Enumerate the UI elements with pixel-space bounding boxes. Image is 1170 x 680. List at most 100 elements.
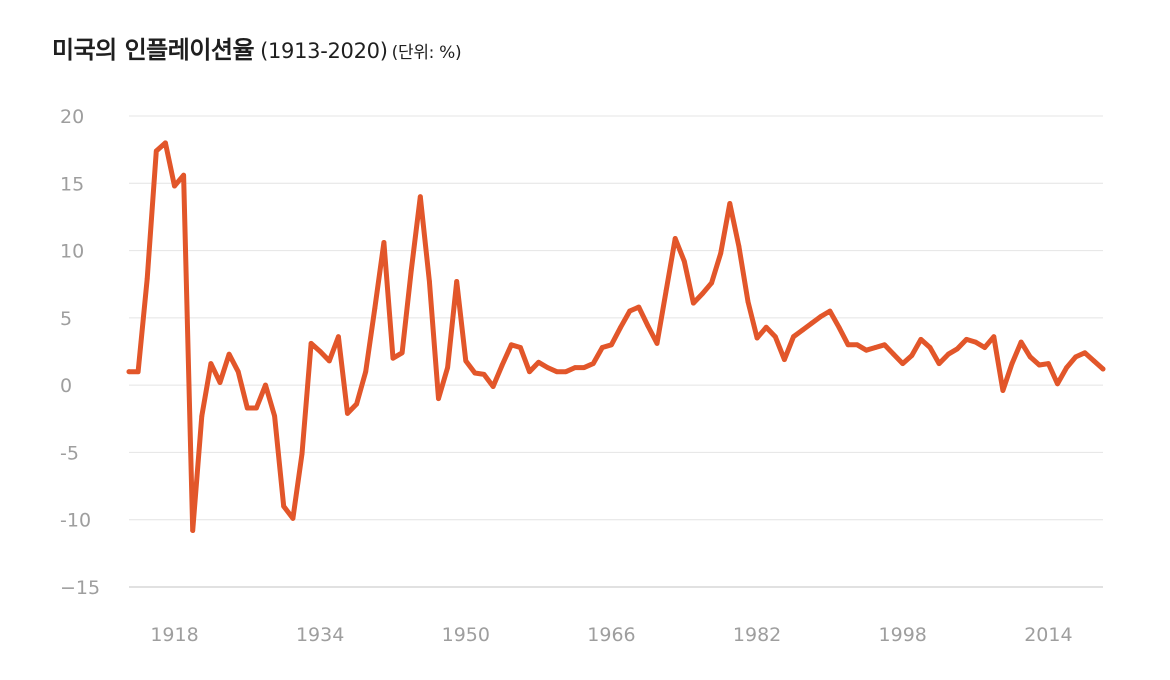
y-tick-label: -5 <box>60 442 79 464</box>
data-point-1987 <box>800 327 805 333</box>
data-point-2018 <box>1082 350 1088 356</box>
chart-title-main: 미국의 인플레이션율 <box>52 36 255 64</box>
data-point-2004 <box>955 346 960 352</box>
data-point-1995 <box>873 345 878 350</box>
data-point-1997 <box>891 351 896 357</box>
data-point-1967 <box>618 324 623 330</box>
data-point-1977 <box>709 280 714 286</box>
data-point-1959 <box>545 365 551 370</box>
data-point-2002 <box>936 361 942 366</box>
data-point-1991 <box>836 324 842 330</box>
data-point-1935 <box>326 358 332 364</box>
data-point-2014 <box>1046 361 1051 366</box>
data-point-2015 <box>1055 381 1060 387</box>
x-tick-label: 1950 <box>442 624 490 646</box>
data-point-1994 <box>863 347 869 353</box>
data-point-1962 <box>572 365 578 370</box>
x-tick-label: 1982 <box>733 624 781 646</box>
data-point-1945 <box>417 194 423 200</box>
chart-title-years: (1913-2020) <box>260 39 388 63</box>
data-point-1954 <box>499 362 505 368</box>
data-point-1918 <box>172 183 177 189</box>
data-point-1970 <box>645 323 651 329</box>
data-point-1984 <box>772 334 778 340</box>
y-tick-label: −15 <box>60 577 100 599</box>
data-point-1973 <box>672 236 678 241</box>
inflation-series-line <box>126 140 1106 533</box>
y-tick-label: 10 <box>60 241 84 263</box>
data-point-1996 <box>882 342 887 348</box>
data-point-1914 <box>135 369 141 375</box>
data-point-1982 <box>754 335 760 341</box>
data-point-1980 <box>736 244 742 249</box>
data-point-1976 <box>700 291 705 296</box>
x-tick-label: 1966 <box>587 624 635 646</box>
data-point-1930 <box>281 503 287 509</box>
chart-title: 미국의 인플레이션율 (1913-2020) (단위: %) <box>52 36 462 64</box>
data-point-1944 <box>408 268 414 274</box>
data-point-1915 <box>144 276 150 282</box>
data-point-1917 <box>163 140 168 146</box>
data-point-1921 <box>199 413 205 419</box>
data-point-2010 <box>1009 361 1015 366</box>
data-point-1972 <box>663 288 669 294</box>
data-point-1975 <box>691 300 696 306</box>
data-point-2017 <box>1073 354 1079 360</box>
data-point-1940 <box>372 306 378 311</box>
data-point-1955 <box>508 342 514 348</box>
data-point-2020 <box>1100 366 1106 372</box>
series-layer <box>126 140 1106 533</box>
data-point-2001 <box>927 345 933 350</box>
data-point-2008 <box>991 334 997 340</box>
data-point-1968 <box>627 308 633 314</box>
data-point-1932 <box>299 451 305 457</box>
data-point-1998 <box>900 361 906 366</box>
data-point-1986 <box>791 334 796 340</box>
data-point-1916 <box>153 148 159 154</box>
x-tick-label: 2014 <box>1024 624 1072 646</box>
data-point-1965 <box>599 345 605 350</box>
data-point-1950 <box>463 358 469 364</box>
data-point-1989 <box>818 314 824 319</box>
data-point-1919 <box>181 172 187 178</box>
data-point-1948 <box>445 365 450 370</box>
chart-unit-label: (단위: %) <box>391 43 462 63</box>
y-tick-label: 5 <box>60 308 72 330</box>
data-point-2000 <box>918 337 924 342</box>
data-point-1979 <box>727 201 733 206</box>
data-point-1988 <box>809 320 815 326</box>
data-point-2005 <box>964 337 969 342</box>
data-point-1927 <box>254 405 259 411</box>
data-point-1943 <box>399 350 405 356</box>
data-point-1952 <box>481 372 487 377</box>
data-point-2016 <box>1064 365 1069 370</box>
y-tick-label: 20 <box>60 106 84 128</box>
data-point-1983 <box>763 324 769 330</box>
data-point-1974 <box>681 258 687 264</box>
data-point-1926 <box>244 405 250 411</box>
y-tick-label: 0 <box>60 375 72 397</box>
data-point-1985 <box>782 357 787 362</box>
data-point-1936 <box>336 334 341 340</box>
data-point-1947 <box>436 396 441 401</box>
data-point-1929 <box>272 413 277 419</box>
data-point-1999 <box>909 353 915 358</box>
data-point-1931 <box>290 516 296 521</box>
data-point-1993 <box>854 342 860 348</box>
data-point-1956 <box>518 345 523 350</box>
data-point-1978 <box>718 250 724 256</box>
data-point-1938 <box>354 401 359 407</box>
data-point-1933 <box>308 341 314 346</box>
data-point-1934 <box>317 349 323 354</box>
data-point-2012 <box>1027 354 1033 360</box>
data-point-1981 <box>745 299 751 305</box>
data-point-1971 <box>654 341 660 346</box>
data-point-1961 <box>563 369 569 375</box>
data-point-1942 <box>390 355 396 361</box>
y-axis-ticks: 20 15 10 5 0 -5 -10 −15 <box>60 106 100 599</box>
data-point-1923 <box>217 380 223 385</box>
data-point-1957 <box>527 369 532 375</box>
data-point-1949 <box>454 279 460 284</box>
x-tick-label: 1918 <box>150 624 198 646</box>
